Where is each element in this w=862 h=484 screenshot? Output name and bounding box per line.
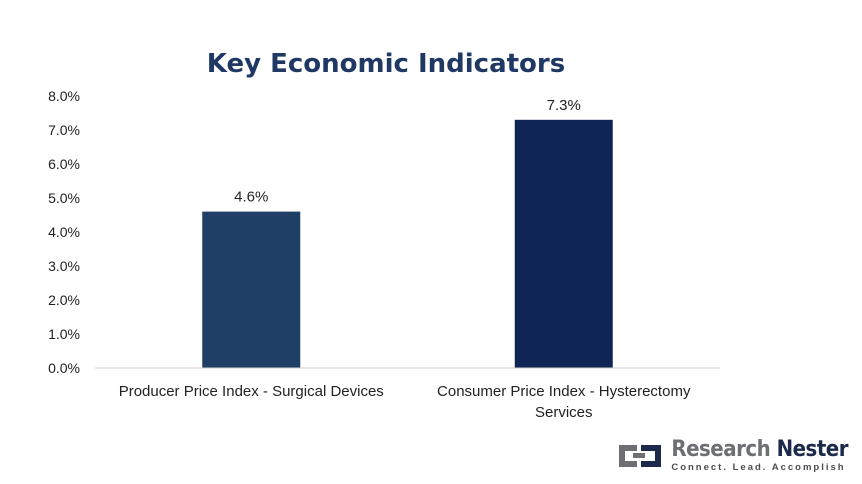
y-tick-label: 6.0% xyxy=(48,156,80,172)
chart-title: Key Economic Indicators xyxy=(207,49,565,79)
category-label: Consumer Price Index - Hysterectomy Servi… xyxy=(437,383,691,421)
y-tick-label: 4.0% xyxy=(48,224,80,240)
y-tick-label: 8.0% xyxy=(48,88,80,104)
research-nester-logo: Research Nester Connect. Lead. Accomplis… xyxy=(615,436,849,473)
y-tick-label: 1.0% xyxy=(48,326,80,342)
logo-name-part2: Nester xyxy=(776,436,849,462)
logo-name-part1: Research xyxy=(671,436,771,462)
data-label: 4.6% xyxy=(234,189,268,206)
y-axis: 0.0% 1.0% 2.0% 3.0% 4.0% 5.0% 6.0% 7.0% 8.0% xyxy=(48,88,80,376)
data-labels: 4.6% 7.3% xyxy=(234,97,581,206)
y-tick-label: 3.0% xyxy=(48,258,80,274)
x-axis: Producer Price Index - Surgical Devices C… xyxy=(119,383,691,421)
bars-group xyxy=(202,119,613,368)
data-label: 7.3% xyxy=(547,97,581,114)
bar xyxy=(202,211,301,368)
y-tick-label: 0.0% xyxy=(48,360,80,376)
y-tick-label: 5.0% xyxy=(48,190,80,206)
logo-icon xyxy=(619,445,662,468)
bar xyxy=(514,119,613,368)
y-tick-label: 2.0% xyxy=(48,292,80,308)
logo-tagline: Connect. Lead. Accomplish xyxy=(671,461,846,473)
y-tick-label: 7.0% xyxy=(48,122,80,138)
category-label: Producer Price Index - Surgical Devices xyxy=(119,383,384,400)
